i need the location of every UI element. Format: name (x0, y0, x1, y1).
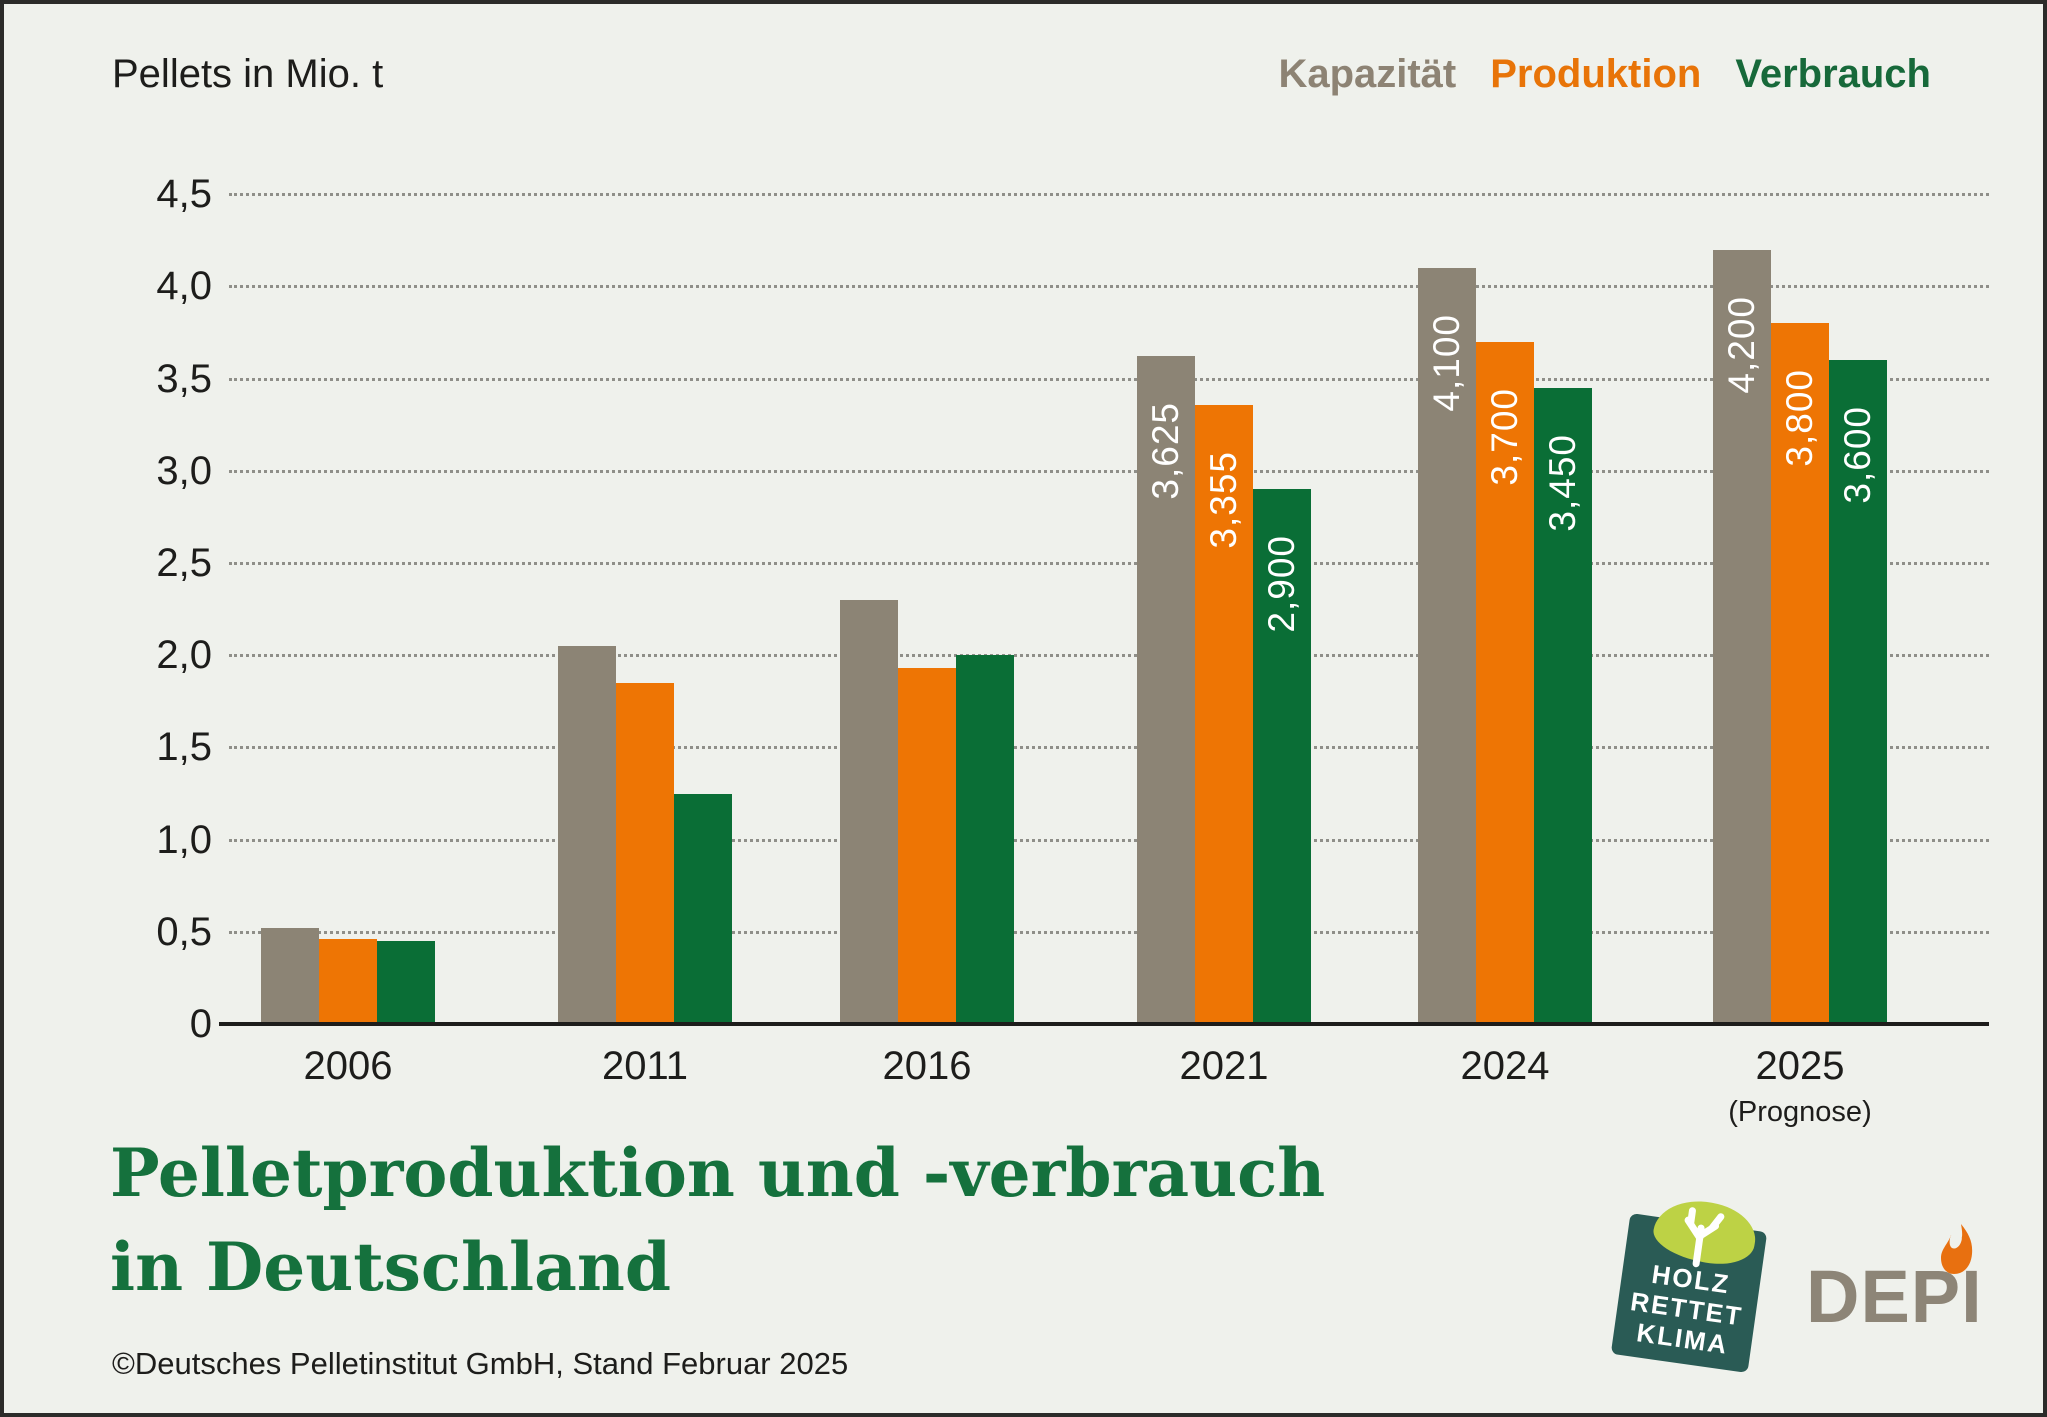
gridline-0,5 (229, 930, 1989, 934)
x-axis-line (219, 1022, 1989, 1026)
depi-logo: DEPI (1806, 1220, 2006, 1350)
bar-value-label: 4,100 (1426, 313, 1467, 412)
copyright-note: ©Deutsches Pelletinstitut GmbH, Stand Fe… (112, 1346, 849, 1381)
x-tick-note-2025: (Prognose) (1728, 1096, 1872, 1128)
bar-value-label: 4,200 (1721, 295, 1762, 394)
bar-value-label: 3,625 (1145, 401, 1186, 500)
bar-verbrauch-2021: 2,900 (1253, 489, 1311, 1024)
y-tick-label: 2,0 (156, 633, 212, 678)
holz-rettet-klima-logo: HOLZ RETTET KLIMA (1610, 1193, 1772, 1382)
bar-value-label: 3,600 (1837, 406, 1878, 504)
y-tick-label: 3,0 (156, 448, 212, 493)
y-axis-unit-label: Pellets in Mio. t (112, 52, 384, 96)
chart-title: Pelletproduktion und -verbrauch in Deuts… (110, 1126, 1325, 1314)
bar-kapazität-2024: 4,100 (1418, 267, 1476, 1024)
legend-item-2: Produktion (1490, 52, 1702, 96)
chart-title-line2: in Deutschland (110, 1228, 672, 1306)
bar-value-label: 2,900 (1261, 535, 1302, 633)
tree-icon (1684, 1207, 1725, 1268)
x-tick-label-2006: 2006 (303, 1044, 393, 1088)
y-tick-label: 4,5 (156, 172, 212, 217)
depi-wordmark: DEPI (1806, 1255, 1983, 1338)
bar-produktion-2024: 3,700 (1476, 341, 1534, 1024)
bar-produktion-2006 (319, 939, 377, 1024)
bar-kapazität-2006 (261, 928, 319, 1024)
gridline-4,0 (229, 285, 1989, 289)
bar-verbrauch-2006 (377, 941, 435, 1024)
bar-value-label: 3,355 (1203, 451, 1244, 549)
bar-value-label: 3,800 (1779, 369, 1820, 467)
y-tick-label: 3,5 (156, 356, 212, 401)
bar-value-label: 3,700 (1484, 387, 1525, 486)
chart-legend: Kapazität Produktion Verbrauch (1278, 52, 1931, 97)
y-tick-label: 0,5 (156, 909, 212, 954)
bar-produktion-2016 (898, 668, 956, 1024)
gridline-2,5 (229, 562, 1989, 565)
bar-kapazität-2016 (840, 599, 898, 1024)
bar-value-label: 3,450 (1542, 433, 1583, 532)
x-tick-label-2024: 2024 (1460, 1044, 1550, 1088)
bar-verbrauch-2024: 3,450 (1534, 387, 1592, 1024)
bar-produktion-2011 (616, 682, 674, 1024)
bar-produktion-2025: 3,800 (1771, 323, 1829, 1024)
legend-item-3: Verbrauch (1735, 52, 1931, 96)
bar-produktion-2021: 3,355 (1195, 405, 1253, 1024)
flame-icon (1941, 1224, 1973, 1274)
gridline-3,5 (229, 377, 1989, 381)
y-tick-label: 1,0 (156, 817, 212, 862)
bar-verbrauch-2011 (674, 793, 732, 1024)
gridline-1,0 (229, 838, 1989, 842)
gridline-1,5 (229, 746, 1989, 750)
bar-verbrauch-2016 (956, 655, 1014, 1024)
y-tick-label: 1,5 (156, 725, 212, 770)
y-tick-label: 0 (189, 1002, 212, 1046)
gridline-4,5 (229, 193, 1989, 197)
bar-kapazität-2025: 4,200 (1713, 249, 1771, 1024)
x-tick-label-2025: 2025 (1755, 1044, 1845, 1088)
legend-item-1: Kapazität (1278, 52, 1457, 96)
gridline-3,0 (229, 469, 1989, 473)
bar-verbrauch-2025: 3,600 (1829, 360, 1887, 1024)
chart-title-line1: Pelletproduktion und -verbrauch (110, 1134, 1326, 1212)
y-tick-label: 4,0 (156, 264, 212, 309)
y-tick-label: 2,5 (156, 541, 212, 585)
x-tick-label-2011: 2011 (601, 1044, 688, 1088)
bar-kapazität-2021: 3,625 (1137, 355, 1195, 1024)
gridline-2,0 (229, 654, 1989, 658)
x-tick-label-2016: 2016 (882, 1044, 972, 1088)
bar-kapazität-2011 (558, 645, 616, 1024)
x-tick-label-2021: 2021 (1179, 1044, 1269, 1088)
